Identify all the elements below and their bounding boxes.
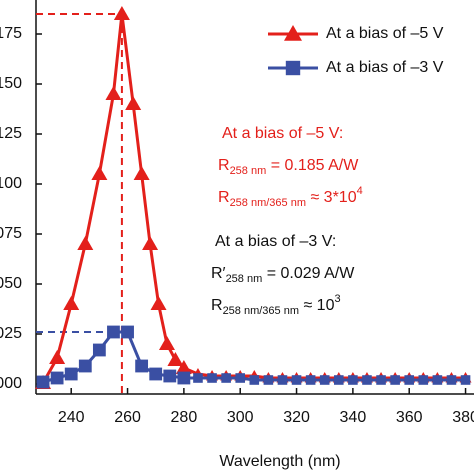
y-tick-label: 0.150 (0, 75, 22, 92)
x-tick-label: 360 (396, 409, 423, 426)
marker (460, 375, 471, 385)
marker (235, 373, 246, 383)
marker (207, 373, 217, 383)
marker (150, 296, 167, 310)
marker (418, 375, 429, 385)
annotation: At a bias of –3 V: (215, 233, 336, 250)
annotation-part: 4 (357, 185, 363, 197)
marker (142, 236, 159, 250)
marker (305, 375, 316, 385)
y-tick-label: 0.000 (0, 375, 22, 392)
annotation-part: 258 nm/365 nm (223, 305, 299, 317)
annotation-part: 258 nm (226, 273, 263, 285)
marker (446, 375, 457, 385)
marker (177, 371, 191, 385)
marker (221, 373, 231, 383)
annotation-part: 258 nm (230, 165, 267, 177)
marker (64, 367, 78, 381)
legend-label: At a bias of –5 V (326, 25, 444, 42)
legend-marker (284, 25, 302, 41)
marker (125, 96, 142, 110)
marker (49, 350, 66, 364)
marker (113, 6, 130, 20)
legend-marker (285, 60, 301, 76)
legend-label: At a bias of –3 V (326, 59, 444, 76)
marker (390, 375, 400, 385)
marker (92, 343, 106, 357)
annotation: R258 nm/365 nm ≈ 3*104 (218, 185, 363, 209)
marker (175, 360, 192, 374)
marker (263, 375, 274, 385)
annotation-part: At a bias of –3 V: (215, 233, 336, 250)
x-axis-label: Wavelength (nm) (219, 453, 340, 470)
marker (107, 325, 120, 339)
marker (404, 375, 415, 385)
x-tick-label: 280 (171, 409, 198, 426)
annotation-part: ≈ 3*10 (306, 189, 357, 206)
marker (376, 375, 386, 385)
marker (163, 369, 177, 383)
marker (193, 373, 203, 383)
annotation-part: R (218, 189, 230, 206)
y-tick-label: 0.100 (0, 175, 22, 192)
y-tick-label: 0.025 (0, 325, 22, 342)
annotation: R258 nm = 0.185 A/W (218, 157, 359, 177)
annotation: R258 nm/365 nm ≈ 103 (211, 293, 341, 317)
annotation-part: = 0.185 A/W (266, 157, 359, 174)
series-line (41, 13, 466, 384)
marker (149, 367, 163, 381)
annotation-part: At a bias of –5 V: (222, 125, 343, 142)
marker (121, 325, 134, 339)
marker (133, 166, 150, 180)
x-tick-label: 340 (340, 409, 367, 426)
marker (78, 359, 92, 373)
marker (362, 375, 372, 385)
y-tick-label: 0.125 (0, 125, 22, 142)
marker (158, 336, 175, 350)
marker (50, 371, 64, 385)
x-tick-label: 240 (58, 409, 85, 426)
annotation-part: ≈ 10 (299, 297, 335, 314)
annotation-part: R (218, 157, 230, 174)
marker (277, 375, 288, 385)
marker (291, 375, 302, 385)
marker (77, 236, 94, 250)
x-tick-label: 380 (452, 409, 474, 426)
x-tick-label: 320 (283, 409, 310, 426)
y-tick-label: 0.175 (0, 25, 22, 42)
marker (333, 375, 344, 385)
marker (135, 359, 149, 373)
y-tick-label: 0.050 (0, 275, 22, 292)
x-tick-label: 300 (227, 409, 254, 426)
y-tick-label: 0.075 (0, 225, 22, 242)
marker (319, 375, 330, 385)
marker (432, 375, 443, 385)
marker (36, 375, 50, 389)
annotation-part: = 0.029 A/W (262, 265, 355, 282)
annotation-part: R′ (211, 265, 226, 282)
marker (63, 296, 80, 310)
annotation-part: 258 nm/365 nm (230, 197, 306, 209)
marker (105, 86, 122, 100)
x-tick-label: 260 (114, 409, 141, 426)
annotation-part: 3 (334, 293, 340, 305)
marker (91, 166, 108, 180)
marker (348, 375, 358, 385)
marker (249, 375, 260, 385)
annotation: At a bias of –5 V: (222, 125, 343, 142)
annotation: R′258 nm = 0.029 A/W (211, 265, 355, 285)
marker (167, 352, 184, 366)
annotation-part: R (211, 297, 223, 314)
